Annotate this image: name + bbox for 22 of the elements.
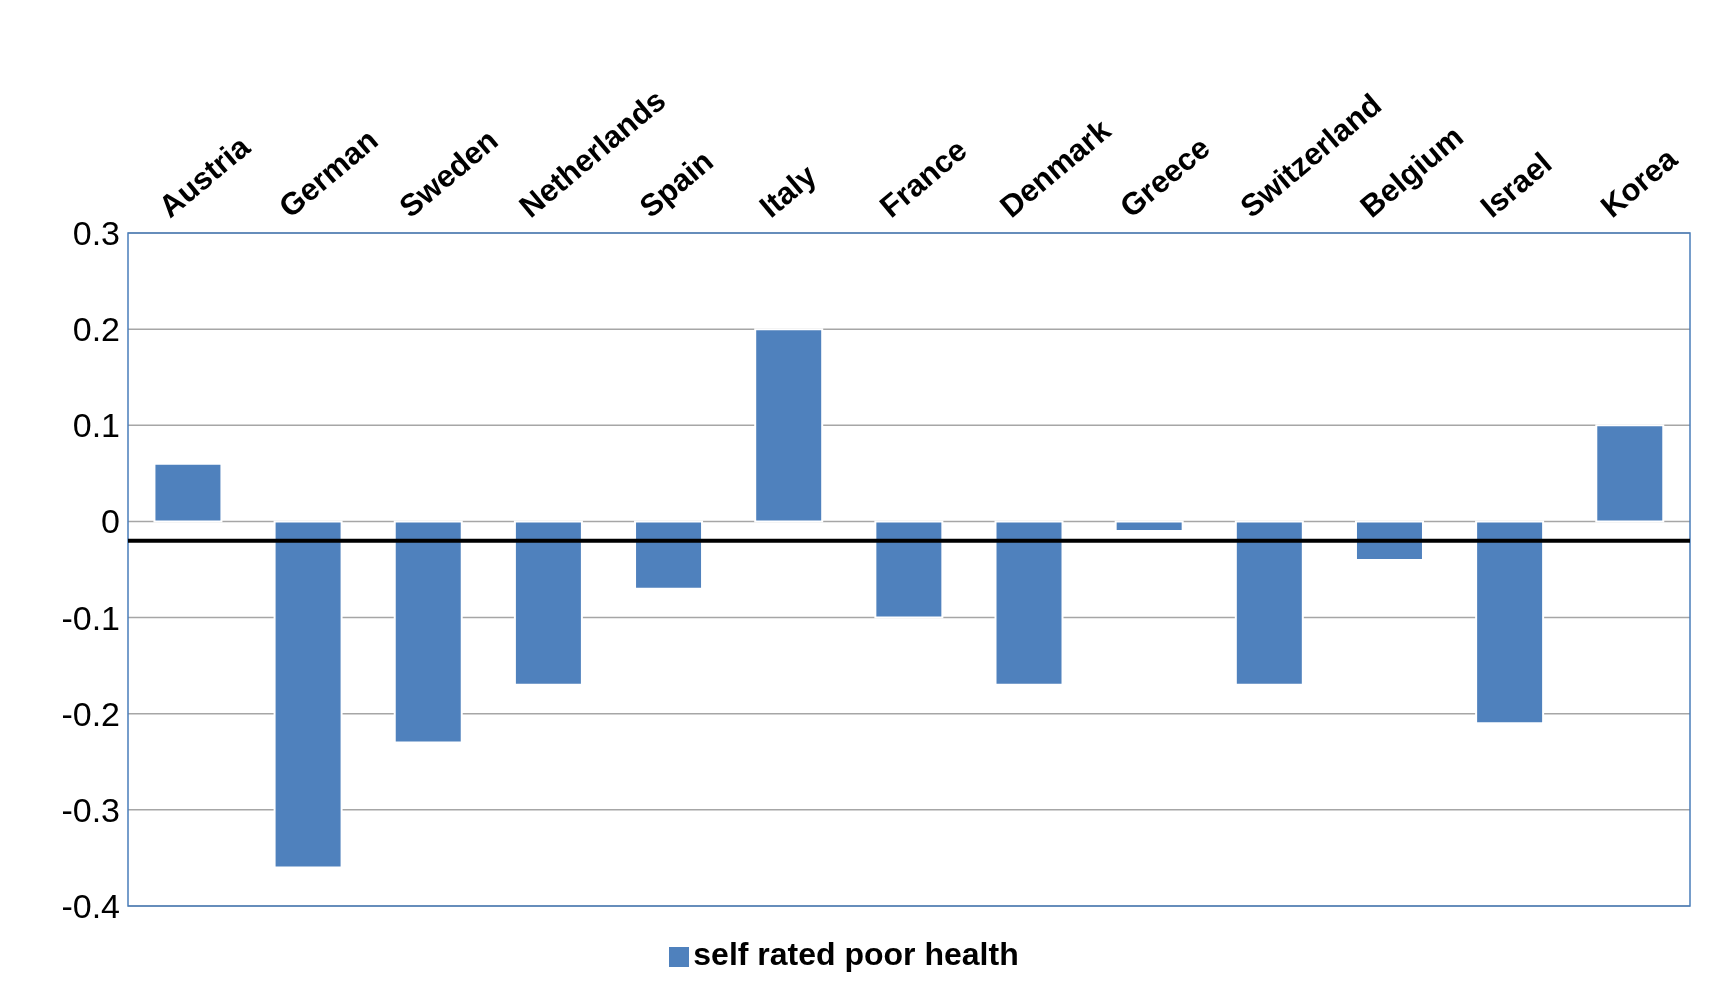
y-tick-label: -0.3 <box>61 790 120 829</box>
bar <box>1234 520 1304 686</box>
y-tick-label: -0.1 <box>61 598 120 637</box>
bar <box>634 520 704 590</box>
bar <box>153 462 223 523</box>
y-tick-label: -0.2 <box>61 694 120 733</box>
bar <box>393 520 463 744</box>
bar <box>874 520 944 619</box>
bar <box>1475 520 1545 725</box>
bar <box>513 520 583 686</box>
y-tick-label: 0.2 <box>72 310 120 349</box>
bar <box>1595 424 1665 523</box>
bar <box>754 328 824 523</box>
y-tick-label: -0.4 <box>61 887 120 926</box>
y-tick-label: 0.3 <box>72 214 120 253</box>
legend-label: self rated poor health <box>693 936 1019 972</box>
bar <box>1114 520 1184 533</box>
y-tick-label: 0 <box>101 502 120 541</box>
bar <box>273 520 343 869</box>
bar <box>994 520 1064 686</box>
x-tick-label: Italy <box>752 157 824 225</box>
y-tick-label: 0.1 <box>72 406 120 445</box>
